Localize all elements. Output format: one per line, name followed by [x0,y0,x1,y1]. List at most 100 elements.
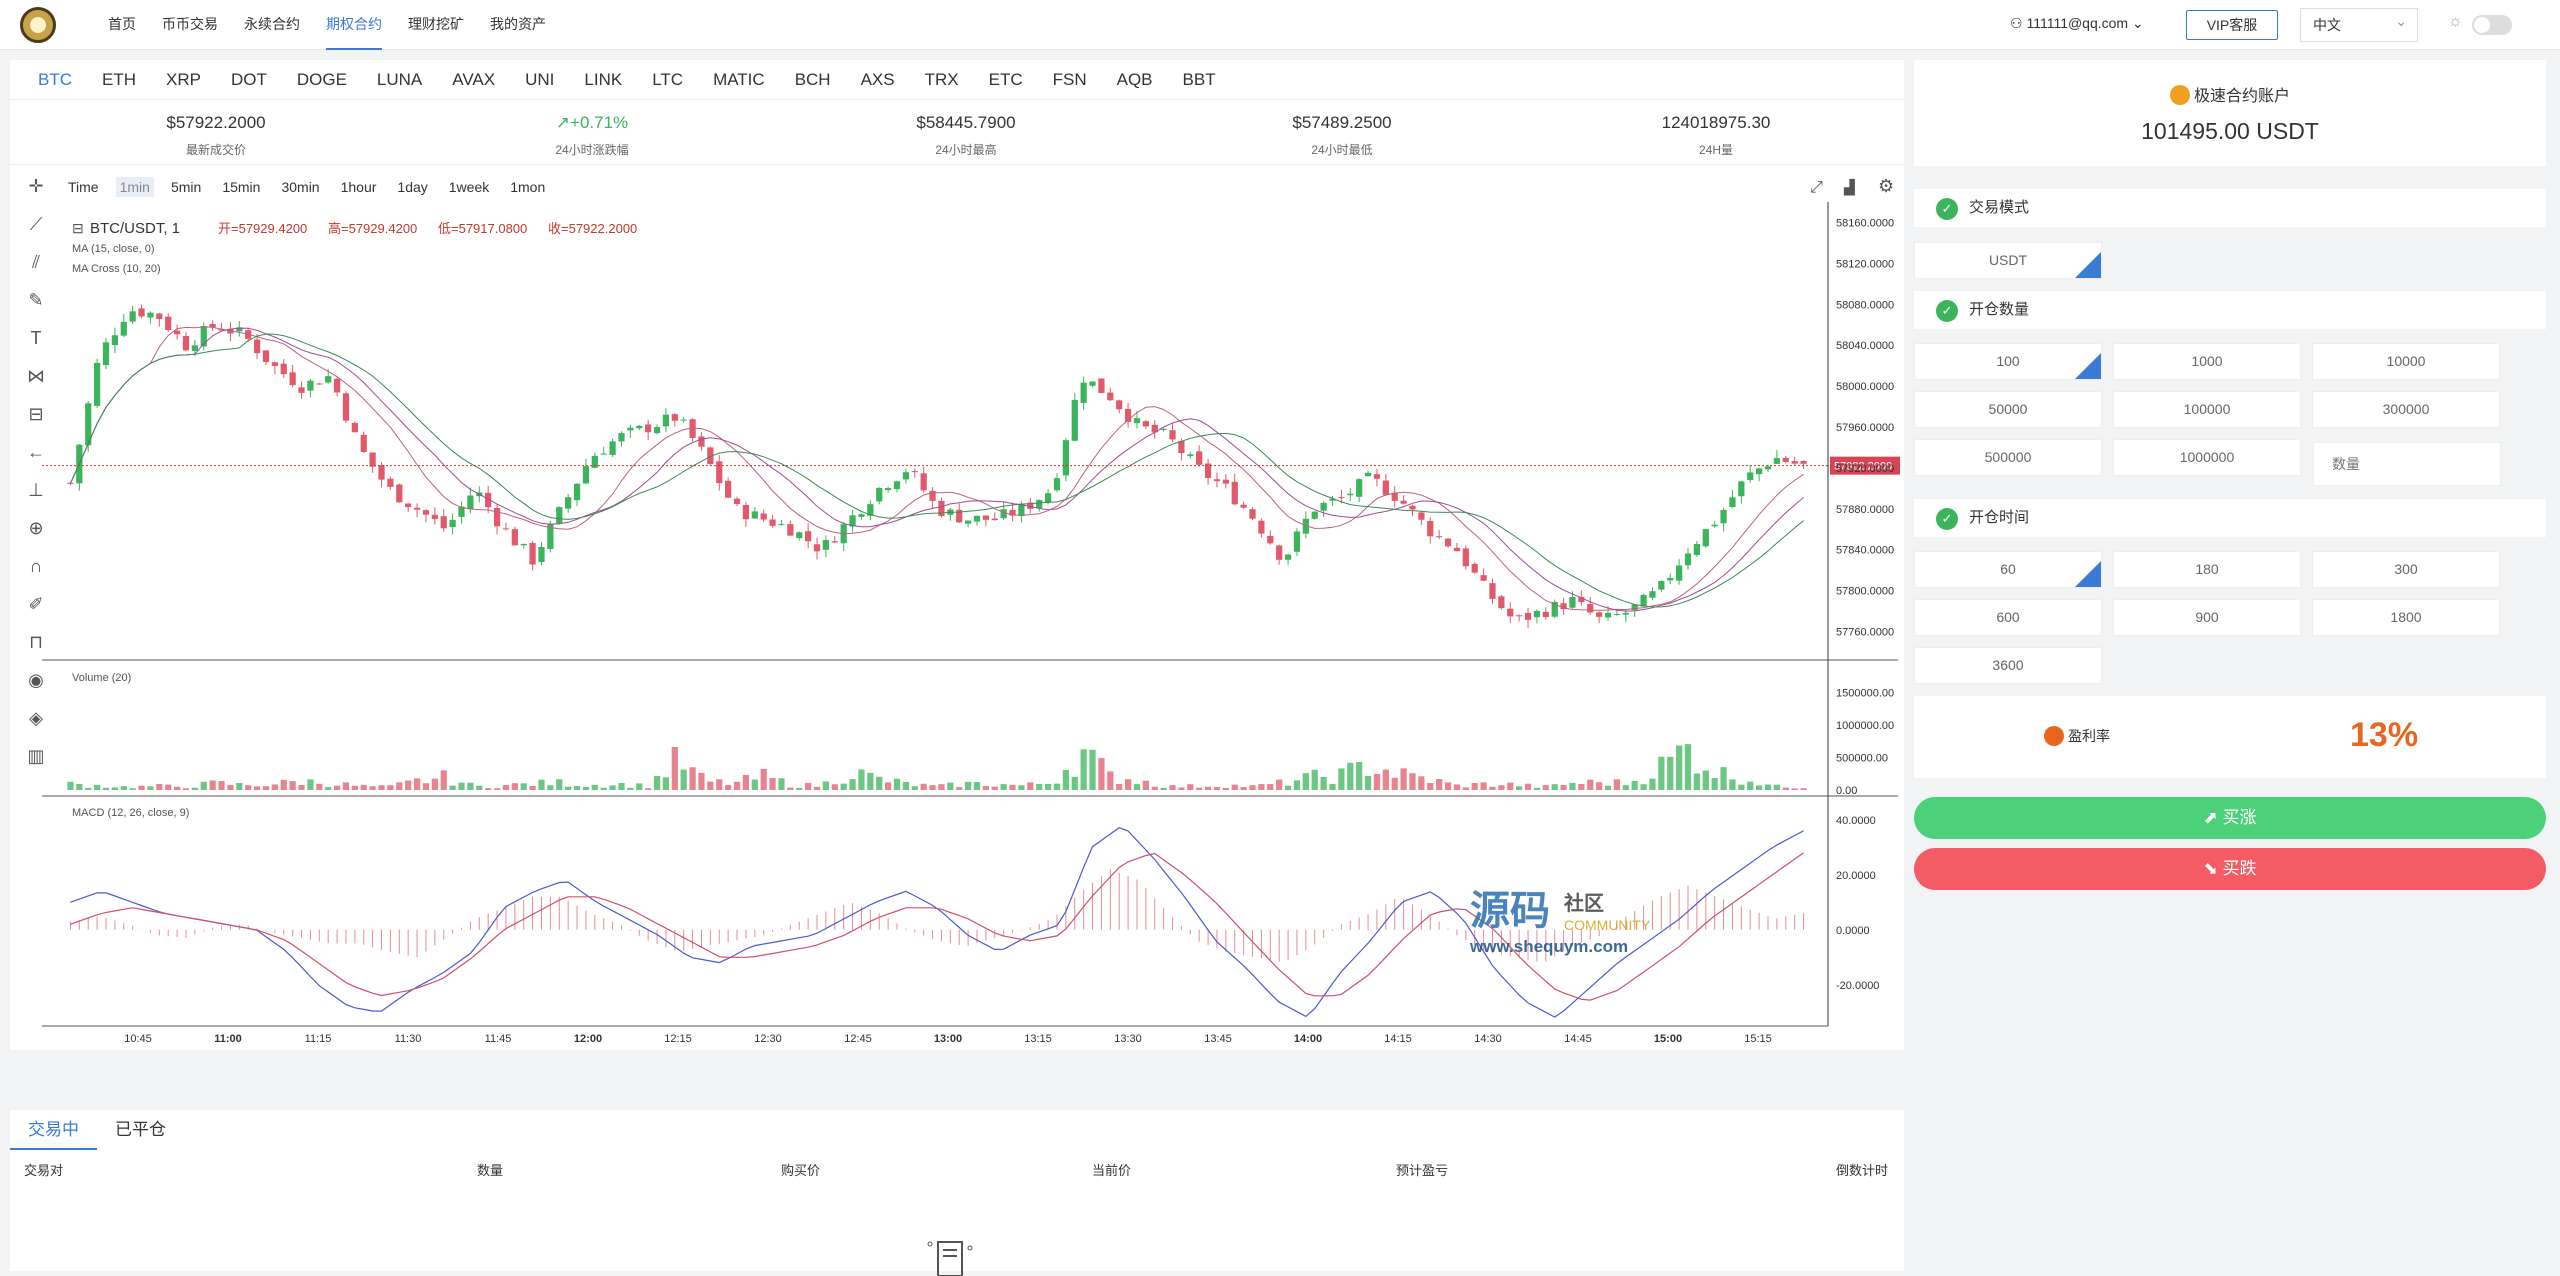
volume-bar [1240,787,1247,790]
open-time-option[interactable]: 3600 [1914,647,2102,684]
symbol-tab-link[interactable]: LINK [584,69,623,89]
settings-icon[interactable]: ⚙ [1878,176,1894,196]
brand-logo[interactable] [20,7,56,43]
open-time-option[interactable]: 600 [1914,599,2102,636]
symbol-tab-matic[interactable]: MATIC [713,69,765,89]
timeframe-1day[interactable]: 1day [397,179,428,195]
pencil-lock-icon[interactable]: ✐ [28,594,44,614]
volume-bar [129,788,136,790]
symbol-tab-trx[interactable]: TRX [924,69,959,89]
candle-body [822,540,830,550]
language-select[interactable]: 中文 [2300,5,2418,42]
measure-icon[interactable]: ⊟ [28,404,44,424]
symbol-tab-bch[interactable]: BCH [794,69,831,89]
volume-bar [1711,778,1718,790]
quantity-option[interactable]: 1000000 [2113,439,2301,476]
open-time-option[interactable]: 180 [2113,551,2301,588]
timeframe-30min[interactable]: 30min [281,179,320,195]
candle-body [262,350,270,362]
col-pair: 交易对 [24,1163,64,1178]
price-tick-label: 58000.0000 [1836,381,1894,393]
layers-icon[interactable]: ◈ [29,708,43,728]
symbol-tab-doge[interactable]: DOGE [296,69,347,89]
currency-option[interactable]: USDT [1914,242,2102,279]
volume-bar [1720,767,1727,790]
volume-bar [1516,786,1523,790]
pitchfork-icon[interactable]: ⫽ [31,252,41,272]
buy-up-button[interactable]: ⬈ 买涨 [1914,797,2546,839]
price-chart[interactable]: ⤢ ▟ ⚙ 57922.2000 58160.0000 58120.0000 580… [10,166,1904,1050]
brush-icon[interactable]: ✎ [28,290,44,310]
quantity-option[interactable]: 1000 [2113,343,2301,380]
symbol-tab-etc[interactable]: ETC [988,69,1023,89]
nav-spot[interactable]: 币币交易 [162,16,218,32]
symbol-tab-dot[interactable]: DOT [230,69,267,89]
text-icon[interactable]: T [30,328,42,348]
quantity-option[interactable]: 300000 [2312,391,2500,428]
nav-finance[interactable]: 理财挖矿 [408,16,464,32]
zoom-in-icon[interactable]: ⊕ [28,518,44,538]
collapse-icon[interactable]: ⊟ [72,220,84,236]
symbol-tab-eth[interactable]: ETH [102,69,136,89]
symbol-tab-ltc[interactable]: LTC [652,69,684,89]
timeframe-15min[interactable]: 15min [222,179,261,195]
volume-bar [1684,744,1692,790]
volume-bar [653,775,661,790]
trash-icon[interactable]: ▥ [27,746,45,766]
symbol-label: BTC/USDT, 1 [90,220,180,237]
timeframe-1mon[interactable]: 1mon [510,179,546,195]
user-email: 111111@qq.com [2026,15,2129,31]
user-menu[interactable]: ⚇ 111111@qq.com ⌄ [2010,15,2144,32]
symbol-tab-axs[interactable]: AXS [860,69,895,89]
eye-icon[interactable]: ◉ [28,670,44,690]
symbol-tab-btc[interactable]: BTC [38,69,72,89]
quantity-input[interactable] [2313,442,2501,486]
nav-options[interactable]: 期权合约 [326,0,382,50]
timeframe-1min[interactable]: 1min [115,177,154,197]
nav-perpetual[interactable]: 永续合约 [244,16,300,32]
fullscreen-icon[interactable]: ⤢ [1810,179,1823,196]
buy-down-button[interactable]: ⬊ 买跌 [1914,848,2546,890]
nav-home[interactable]: 首页 [108,16,136,32]
tab-closed-orders[interactable]: 已平仓 [115,1120,166,1139]
symbol-tab-uni[interactable]: UNI [525,69,555,89]
timeframe-1hour[interactable]: 1hour [340,179,377,195]
timeframe-5min[interactable]: 5min [170,179,202,195]
symbol-tab-fsn[interactable]: FSN [1052,69,1087,89]
quantity-option[interactable]: 100 [1914,343,2102,380]
candle-body [102,342,110,366]
volume-bar [1738,784,1745,790]
trendline-icon[interactable]: ⟋ [29,214,43,234]
volume-bar [1347,762,1354,790]
symbol-tab-avax[interactable]: AVAX [452,69,496,89]
open-time-option[interactable]: 1800 [2312,599,2500,636]
pattern-icon[interactable]: ⋈ [27,366,45,386]
arrow-left-icon[interactable]: ← [27,442,45,462]
quantity-option[interactable]: 100000 [2113,391,2301,428]
nav-assets[interactable]: 我的资产 [490,16,546,32]
quantity-option[interactable]: 50000 [1914,391,2102,428]
crosshair-icon[interactable]: ✛ [28,176,44,196]
quantity-option[interactable]: 10000 [2312,343,2500,380]
quantity-option[interactable]: 500000 [1914,439,2102,476]
symbol-tab-xrp[interactable]: XRP [166,69,201,89]
theme-toggle[interactable] [2472,15,2512,35]
symbol-tab-bbt[interactable]: BBT [1182,69,1216,89]
candle-body [138,308,145,317]
volume-bar [67,781,74,790]
open-time-option[interactable]: 300 [2312,551,2500,588]
symbol-tab-luna[interactable]: LUNA [376,69,423,89]
timeframe-time[interactable]: Time [68,179,99,195]
candle-body [956,509,963,523]
magnet-icon[interactable]: ∩ [29,556,43,576]
indicators-icon[interactable]: ▟ [1843,178,1855,196]
symbol-tab-aqb[interactable]: AQB [1116,69,1153,89]
open-time-option[interactable]: 900 [2113,599,2301,636]
ruler-icon[interactable]: ⊥ [28,480,44,500]
open-time-option[interactable]: 60 [1914,551,2102,588]
timeframe-1week[interactable]: 1week [448,179,490,195]
lock-icon[interactable]: ⊓ [28,632,44,652]
vip-service-button[interactable]: VIP客服 [2186,10,2278,40]
tab-open-orders[interactable]: 交易中 [10,1110,97,1150]
volume-bar [1311,769,1318,790]
